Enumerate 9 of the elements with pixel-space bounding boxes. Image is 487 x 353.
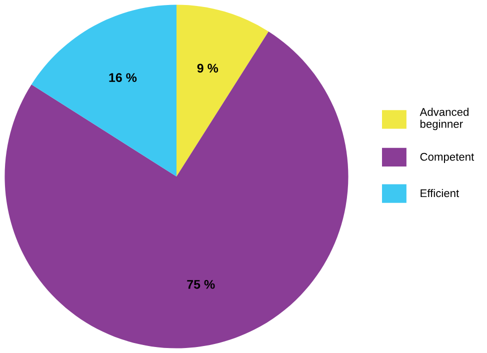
pie-slice — [31, 4, 176, 176]
pie-slice — [176, 4, 269, 176]
legend-label: Advanced beginner — [420, 108, 468, 130]
data-label: 75 % — [187, 280, 215, 289]
legend-label: Competent — [420, 152, 474, 163]
data-label: 9 % — [197, 64, 218, 73]
pie-slice — [4, 31, 348, 348]
legend-label: Efficient — [420, 188, 460, 198]
data-label: 16 % — [109, 73, 137, 82]
